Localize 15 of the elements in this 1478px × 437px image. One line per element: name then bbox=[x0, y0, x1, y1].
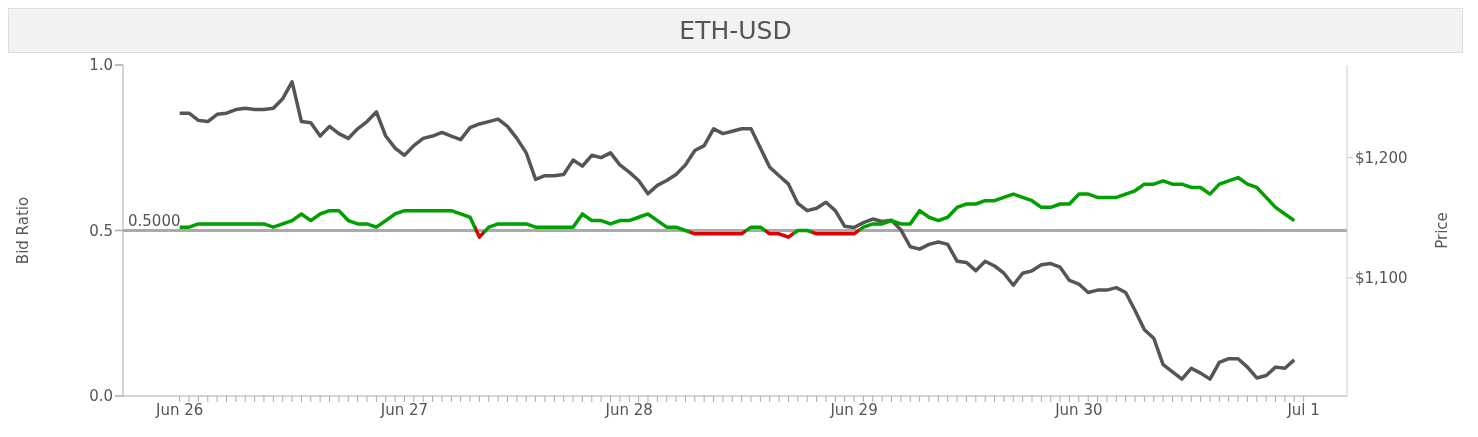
y-tick-label: 0.0 bbox=[89, 387, 113, 406]
x-tick-label: Jun 28 bbox=[604, 400, 653, 419]
y2-axis-title: Price bbox=[1433, 212, 1452, 249]
ref-line-label: 0.5000 bbox=[128, 211, 181, 230]
y2-tick-label: $1,200 bbox=[1355, 149, 1408, 168]
x-tick-label: Jun 30 bbox=[1054, 400, 1103, 419]
y-tick-label: 1.0 bbox=[89, 56, 113, 75]
y-axis-title: Bid Ratio bbox=[14, 196, 33, 265]
y2-tick-label: $1,100 bbox=[1355, 269, 1408, 288]
x-tick-label: Jun 29 bbox=[829, 400, 878, 419]
x-tick-label: Jun 27 bbox=[379, 400, 429, 419]
x-tick-label: Jul 1 bbox=[1286, 400, 1320, 419]
chart-title: ETH-USD bbox=[8, 8, 1463, 53]
x-tick-label: Jun 26 bbox=[155, 400, 204, 419]
y-tick-label: 0.5 bbox=[89, 221, 113, 240]
